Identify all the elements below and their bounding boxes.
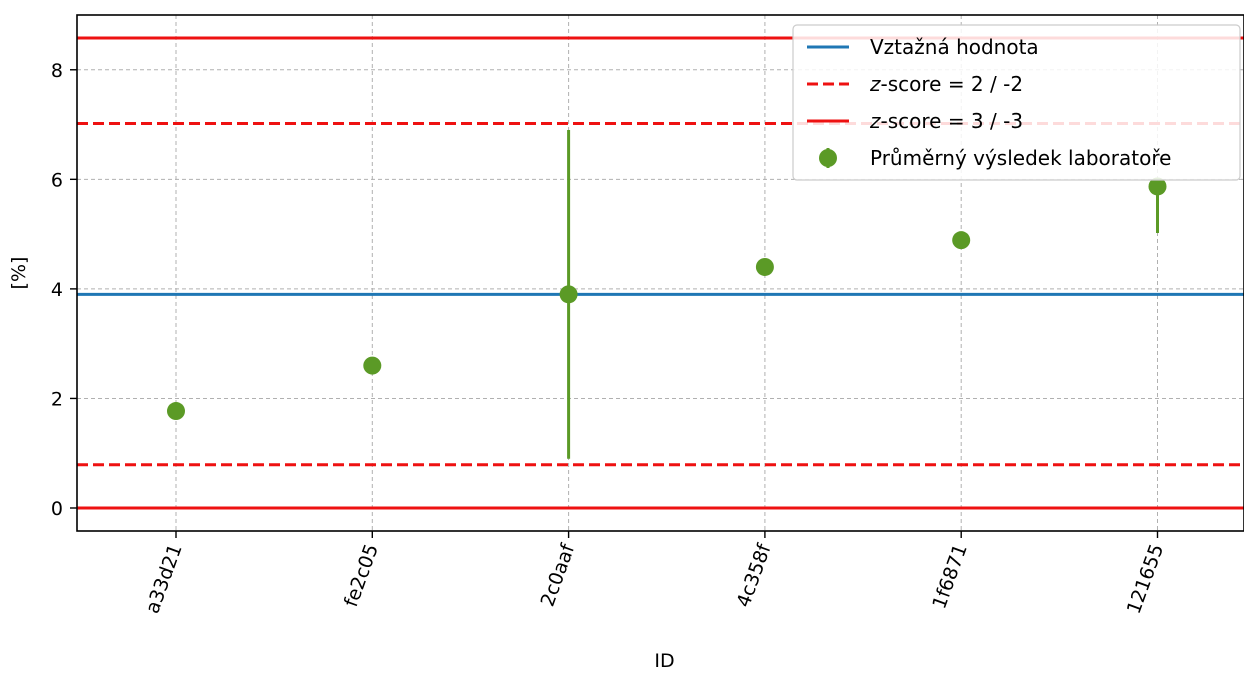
legend-label-italic: z [869,72,881,96]
x-tick-label: 4c358f [733,540,777,610]
x-tick-label: 121655 [1123,541,1168,617]
data-points [167,130,1167,459]
y-tick-label: 2 [51,388,63,410]
x-tick-label: 2c0aaf [537,540,580,609]
y-axis-label: [%] [8,257,30,290]
data-point [755,257,774,276]
data-point [559,285,578,304]
plot-frame [76,14,1244,532]
legend-label: z-score = 2 / -2 [869,72,1023,96]
y-tick-label: 0 [51,498,63,520]
legend-label: Průměrný výsledek laboratoře [870,146,1171,170]
y-tick-label: 4 [51,279,63,301]
legend-label-text: Vztažná hodnota [870,35,1039,59]
legend-label-text: -score = 2 / -2 [881,72,1024,96]
data-point [1148,177,1167,196]
legend-label-text: Průměrný výsledek laboratoře [870,146,1171,170]
data-point [363,356,382,375]
data-point [167,402,185,421]
x-axis-label: ID [654,650,674,672]
legend-swatch-marker [819,149,837,167]
x-tick-label: 1f6871 [928,541,972,612]
x-tick-labels: a33d21 fe2c05 2c0aaf 4c358f 1f6871 121655 [141,540,1168,617]
legend-label: Vztažná hodnota [870,35,1039,59]
legend-label-italic: z [869,109,881,133]
x-tick-label: a33d21 [141,541,186,616]
axes [70,14,1244,538]
x-tick-label: fe2c05 [340,541,383,610]
legend-label: z-score = 3 / -3 [869,109,1023,133]
y-tick-label: 8 [51,60,63,82]
y-tick-labels: 0 2 4 6 8 [51,60,63,520]
legend-box [792,24,1241,181]
reference-lines [77,36,1244,510]
legend-label-text: -score = 3 / -3 [881,109,1024,133]
data-point [952,231,971,250]
y-tick-label: 6 [51,169,63,191]
